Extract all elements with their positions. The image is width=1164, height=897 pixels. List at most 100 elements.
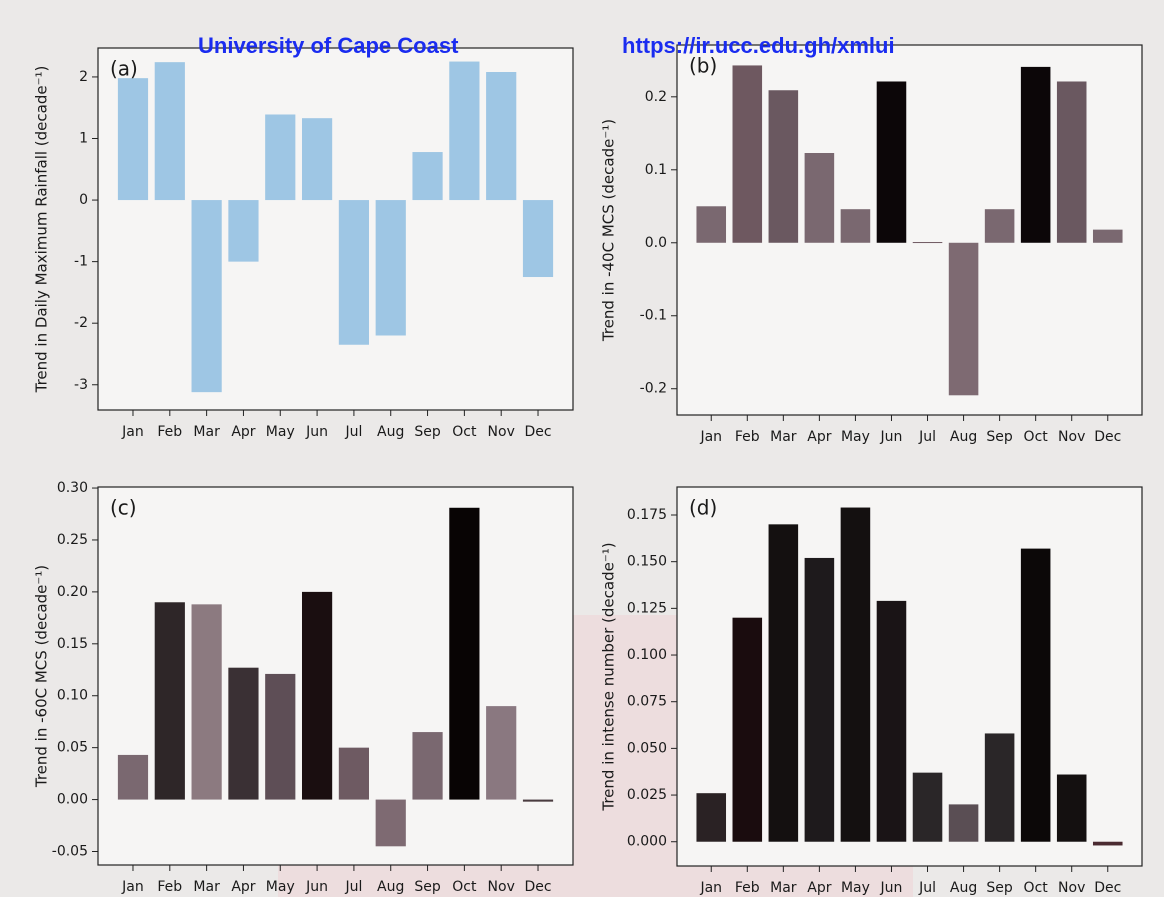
y-tick-label: 0.1 bbox=[645, 162, 667, 178]
x-tick-label: May bbox=[841, 429, 870, 445]
bar bbox=[912, 242, 943, 244]
x-tick-label: Oct bbox=[452, 879, 477, 895]
y-tick-label: 0.000 bbox=[627, 834, 667, 850]
x-tick-label: Jun bbox=[305, 879, 328, 895]
y-tick-label: 0.15 bbox=[57, 636, 88, 652]
bar bbox=[338, 200, 370, 345]
bar bbox=[117, 754, 149, 800]
bar bbox=[412, 152, 443, 201]
panel-label: (a) bbox=[110, 57, 138, 81]
bar bbox=[522, 200, 554, 278]
bar bbox=[840, 507, 871, 842]
bar bbox=[375, 200, 406, 336]
x-tick-label: Aug bbox=[377, 424, 404, 440]
y-tick-label: 0.025 bbox=[627, 787, 667, 803]
panel-label: (d) bbox=[689, 496, 717, 520]
bar bbox=[696, 206, 727, 243]
y-tick-label: 0.30 bbox=[57, 480, 88, 496]
x-tick-label: Jul bbox=[344, 879, 362, 895]
bar bbox=[840, 209, 871, 243]
x-tick-label: May bbox=[841, 880, 870, 896]
x-tick-label: Sep bbox=[986, 429, 1013, 445]
x-tick-label: Sep bbox=[986, 880, 1013, 896]
x-tick-label: Jan bbox=[121, 879, 144, 895]
y-tick-label: -0.05 bbox=[52, 844, 88, 860]
bar bbox=[191, 604, 222, 800]
y-tick-label: 0.075 bbox=[627, 694, 667, 710]
bar bbox=[265, 673, 296, 800]
x-tick-label: Mar bbox=[193, 879, 220, 895]
x-tick-label: Mar bbox=[770, 880, 797, 896]
x-tick-label: Feb bbox=[157, 879, 182, 895]
x-tick-label: Jan bbox=[699, 429, 722, 445]
x-tick-label: Jun bbox=[880, 880, 903, 896]
x-tick-label: Mar bbox=[193, 424, 220, 440]
x-tick-label: Sep bbox=[414, 424, 441, 440]
y-tick-label: 0.2 bbox=[645, 89, 667, 105]
bar bbox=[486, 72, 517, 201]
bar bbox=[191, 200, 222, 393]
bar bbox=[412, 732, 443, 800]
bar bbox=[154, 602, 185, 800]
bar bbox=[804, 153, 835, 243]
bar bbox=[1092, 841, 1123, 846]
bar bbox=[948, 804, 979, 842]
x-tick-label: Nov bbox=[1058, 429, 1085, 445]
y-tick-label: -1 bbox=[74, 254, 88, 270]
y-axis-label: Trend in -60C MCS (decade⁻¹) bbox=[33, 565, 51, 788]
bar bbox=[486, 706, 517, 800]
x-tick-label: Oct bbox=[452, 424, 477, 440]
x-tick-label: May bbox=[266, 424, 295, 440]
bar bbox=[375, 799, 406, 847]
x-tick-label: Dec bbox=[1094, 880, 1121, 896]
x-tick-label: Feb bbox=[735, 429, 760, 445]
y-tick-label: 1 bbox=[79, 131, 88, 147]
y-tick-label: 0 bbox=[79, 192, 88, 208]
x-tick-label: Dec bbox=[524, 879, 551, 895]
y-tick-label: 0.150 bbox=[627, 554, 667, 570]
x-tick-label: Sep bbox=[414, 879, 441, 895]
panel-label: (b) bbox=[689, 54, 717, 78]
x-tick-label: Dec bbox=[524, 424, 551, 440]
bar bbox=[948, 242, 979, 396]
x-tick-label: Jan bbox=[121, 424, 144, 440]
bar bbox=[1056, 774, 1087, 842]
panel-label: (c) bbox=[110, 496, 137, 520]
x-tick-label: Oct bbox=[1024, 429, 1049, 445]
x-tick-label: Nov bbox=[488, 879, 515, 895]
y-tick-label: 0.0 bbox=[645, 235, 667, 251]
bar bbox=[1092, 229, 1123, 243]
watermark-text: University of Cape Coast bbox=[198, 33, 459, 58]
bar bbox=[912, 772, 943, 842]
x-tick-label: Nov bbox=[488, 424, 515, 440]
x-tick-label: Aug bbox=[950, 880, 977, 896]
x-tick-label: Apr bbox=[231, 424, 255, 440]
bar bbox=[1056, 81, 1087, 243]
bar bbox=[1020, 548, 1051, 842]
x-tick-label: Jul bbox=[344, 424, 362, 440]
y-tick-label: 0.100 bbox=[627, 647, 667, 663]
x-tick-label: Jan bbox=[699, 880, 722, 896]
x-tick-label: Feb bbox=[157, 424, 182, 440]
bar bbox=[876, 600, 907, 842]
x-tick-label: Apr bbox=[231, 879, 255, 895]
x-tick-label: Nov bbox=[1058, 880, 1085, 896]
bar bbox=[984, 733, 1015, 842]
bar bbox=[301, 591, 333, 800]
y-tick-label: -0.2 bbox=[640, 381, 667, 397]
bar bbox=[265, 114, 296, 201]
y-tick-label: 0.175 bbox=[627, 507, 667, 523]
y-tick-label: 0.10 bbox=[57, 688, 88, 704]
bar bbox=[117, 78, 149, 201]
bar bbox=[301, 118, 333, 201]
x-tick-label: Jun bbox=[880, 429, 903, 445]
y-tick-label: 0.05 bbox=[57, 740, 88, 756]
bar bbox=[696, 793, 727, 842]
bar bbox=[732, 65, 763, 243]
x-tick-label: Aug bbox=[377, 879, 404, 895]
y-tick-label: 0.00 bbox=[57, 792, 88, 808]
bar bbox=[449, 507, 480, 800]
bar bbox=[768, 524, 799, 842]
bar bbox=[732, 617, 763, 842]
